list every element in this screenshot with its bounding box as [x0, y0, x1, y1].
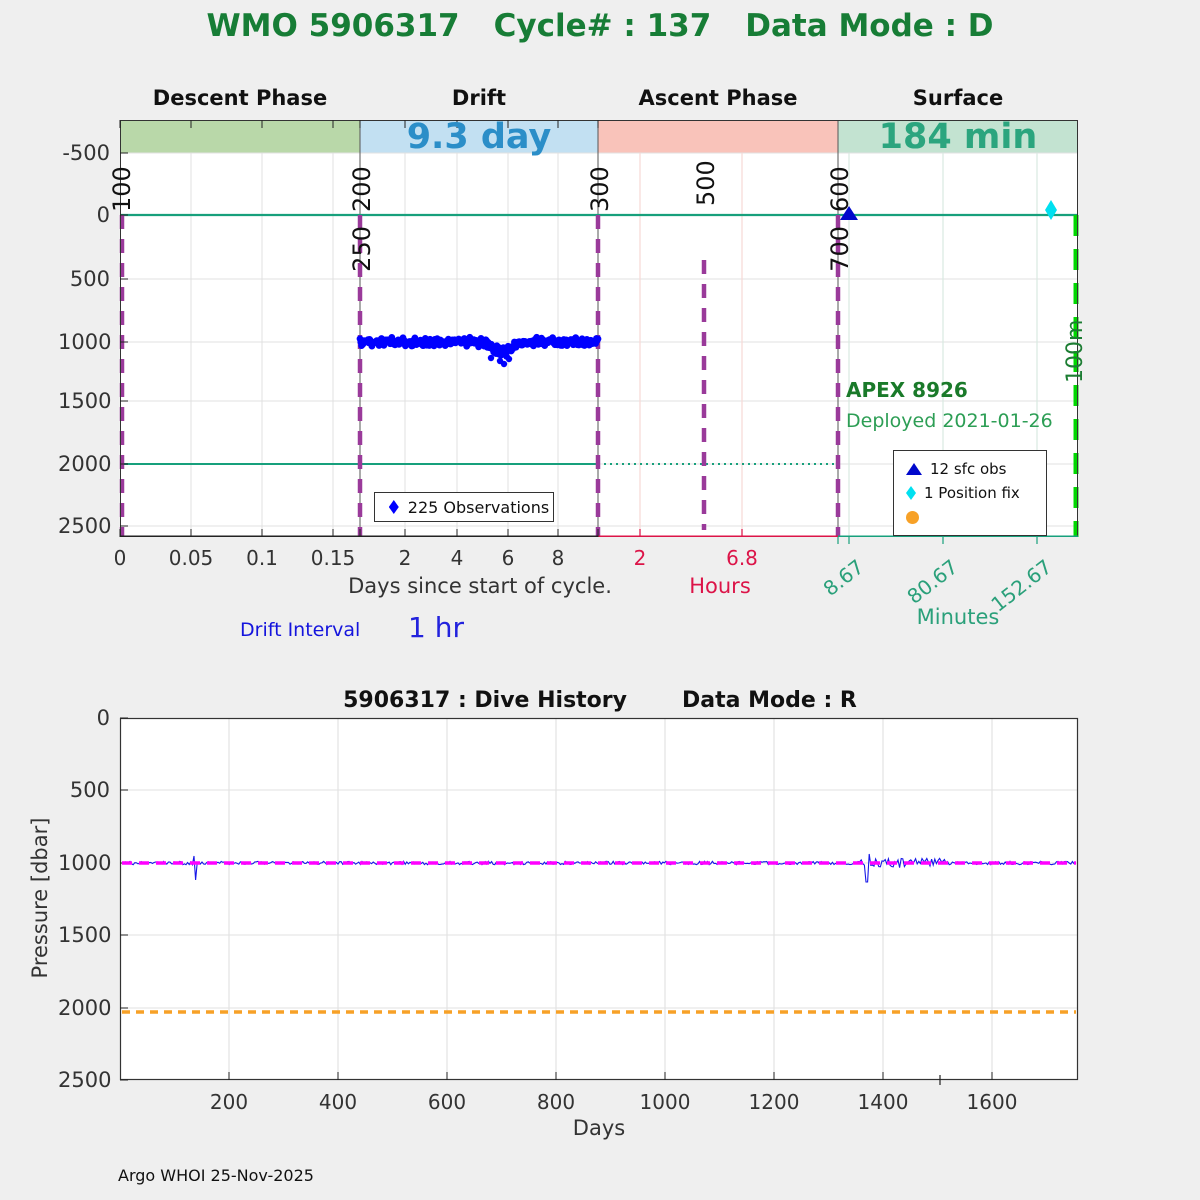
dive-history-plot-canvas	[119, 717, 1079, 1085]
top-xtick-days-0.15: 0.15	[310, 546, 356, 570]
observations-legend: 225 Observations	[374, 492, 554, 522]
surface-markers-legend: 12 sfc obs 1 Position fix	[893, 450, 1047, 536]
sfc-obs-marker	[840, 206, 858, 220]
surface-duration-value: 184 min	[878, 117, 1038, 157]
top-xtick-days-0: 0	[113, 546, 127, 570]
bottom-xtick-400: 400	[318, 1090, 358, 1114]
bottom-ytick-500: 500	[69, 778, 110, 802]
days-axis-label: Days since start of cycle.	[348, 574, 612, 598]
phase-labels-row: Descent Phase Drift Ascent Phase Surface	[120, 86, 1078, 114]
legend-row-orange	[906, 506, 1046, 528]
mission-line-label-700: 700	[826, 226, 854, 272]
mission-line-label-200: 200	[348, 166, 376, 212]
mission-line-label-250: 250	[348, 226, 376, 272]
bottom-ytick-2500: 2500	[58, 1068, 112, 1092]
bottom-ytick-1500: 1500	[58, 923, 112, 947]
phase-label-surface: Surface	[912, 86, 1004, 110]
surface-line-label: 100m	[1063, 320, 1088, 383]
mission-line-label-500: 500	[692, 160, 720, 206]
cyan-diamond-marker-icon	[906, 486, 916, 500]
top-xtick-hours-6.8: 6.8	[726, 546, 758, 570]
mission-line-label-300: 300	[586, 166, 614, 212]
top-xtick-days-2: 2	[398, 546, 412, 570]
top-ytick--500: -500	[62, 141, 110, 165]
bottom-ytick-1000: 1000	[58, 851, 112, 875]
bottom-xtick-200: 200	[209, 1090, 249, 1114]
legend-row-position-fix: 1 Position fix	[906, 482, 1046, 504]
top-ytick-0: 0	[96, 203, 110, 227]
top-xtick-days-0.1: 0.1	[246, 546, 278, 570]
top-xtick-hours-2: 2	[633, 546, 647, 570]
observations-legend-label: 225 Observations	[407, 497, 550, 517]
drift-interval-value: 1 hr	[408, 611, 464, 644]
diamond-marker-icon	[388, 500, 399, 514]
phase-label-ascent: Ascent Phase	[638, 86, 798, 110]
days-axis-label-bottom: Days	[572, 1116, 626, 1140]
top-xtick-days-8: 8	[551, 546, 565, 570]
top-ytick-2500: 2500	[58, 514, 112, 538]
bottom-xtick-800: 800	[536, 1090, 576, 1114]
bottom-xtick-600: 600	[427, 1090, 467, 1114]
position-fix-marker	[1045, 200, 1057, 220]
legend-row-sfc-obs: 12 sfc obs	[906, 458, 1046, 480]
position-fix-legend-label: 1 Position fix	[924, 484, 1020, 502]
wmo-label: WMO 5906317	[206, 8, 460, 44]
data-mode-label: Data Mode : D	[745, 8, 994, 44]
bottom-xtick-1600: 1600	[966, 1090, 1018, 1114]
hours-axis-label: Hours	[689, 574, 751, 598]
float-model-label: APEX 8926	[846, 378, 968, 402]
float-info: APEX 8926 Deployed 2021-01-26	[846, 378, 1053, 432]
minutes-axis-label: Minutes	[916, 605, 1000, 629]
cycle-timing-plot-canvas: 100 200 250 300 500 600 700 100m	[108, 120, 1088, 544]
footer-credit: Argo WHOI 25-Nov-2025	[118, 1166, 314, 1185]
phase-label-descent: Descent Phase	[152, 86, 328, 110]
cycle-label: Cycle# : 137	[493, 8, 712, 44]
orange-circle-marker-icon	[906, 510, 919, 524]
mission-line-label-100: 100	[108, 166, 136, 212]
top-ytick-2000: 2000	[58, 452, 112, 476]
bottom-xtick-1200: 1200	[748, 1090, 800, 1114]
top-ytick-500: 500	[69, 267, 110, 291]
deployed-date-label: Deployed 2021-01-26	[846, 410, 1053, 432]
dive-history-data-mode: Data Mode : R	[682, 688, 857, 713]
drift-duration-value: 9.3 day	[406, 117, 552, 157]
phase-band-0	[120, 120, 360, 153]
sfc-obs-legend-label: 12 sfc obs	[930, 460, 1007, 478]
top-xtick-days-4: 4	[450, 546, 464, 570]
top-xtick-days-0.05: 0.05	[168, 546, 214, 570]
drift-interval-label: Drift Interval	[240, 619, 361, 641]
phase-band-3	[838, 120, 1078, 153]
plot-border	[119, 717, 1079, 1081]
cycle-timing-plot: 100 200 250 300 500 600 700 100m 9.3 day 184 mi…	[108, 117, 1088, 544]
top-xtick-days-6: 6	[501, 546, 515, 570]
top-ytick-1000: 1000	[58, 330, 112, 354]
park-pressure-series	[121, 853, 1076, 883]
bottom-ytick-2000: 2000	[58, 996, 112, 1020]
triangle-marker-icon	[906, 463, 922, 475]
dive-history-title-left: 5906317 : Dive History	[343, 688, 627, 713]
phase-band-2	[598, 120, 838, 153]
pressure-axis-label: Pressure [dbar]	[28, 817, 52, 979]
dive-history-title: 5906317 : Dive History Data Mode : R	[0, 688, 1200, 713]
mission-line-label-600: 600	[826, 166, 854, 212]
bottom-xtick-1400: 1400	[857, 1090, 909, 1114]
dive-history-plot	[119, 717, 1079, 1085]
top-ytick-1500: 1500	[58, 389, 112, 413]
bottom-xtick-1000: 1000	[639, 1090, 691, 1114]
page-title: WMO 5906317 Cycle# : 137 Data Mode : D	[0, 8, 1200, 44]
drift-observations	[356, 333, 602, 368]
phase-label-drift: Drift	[451, 86, 507, 110]
